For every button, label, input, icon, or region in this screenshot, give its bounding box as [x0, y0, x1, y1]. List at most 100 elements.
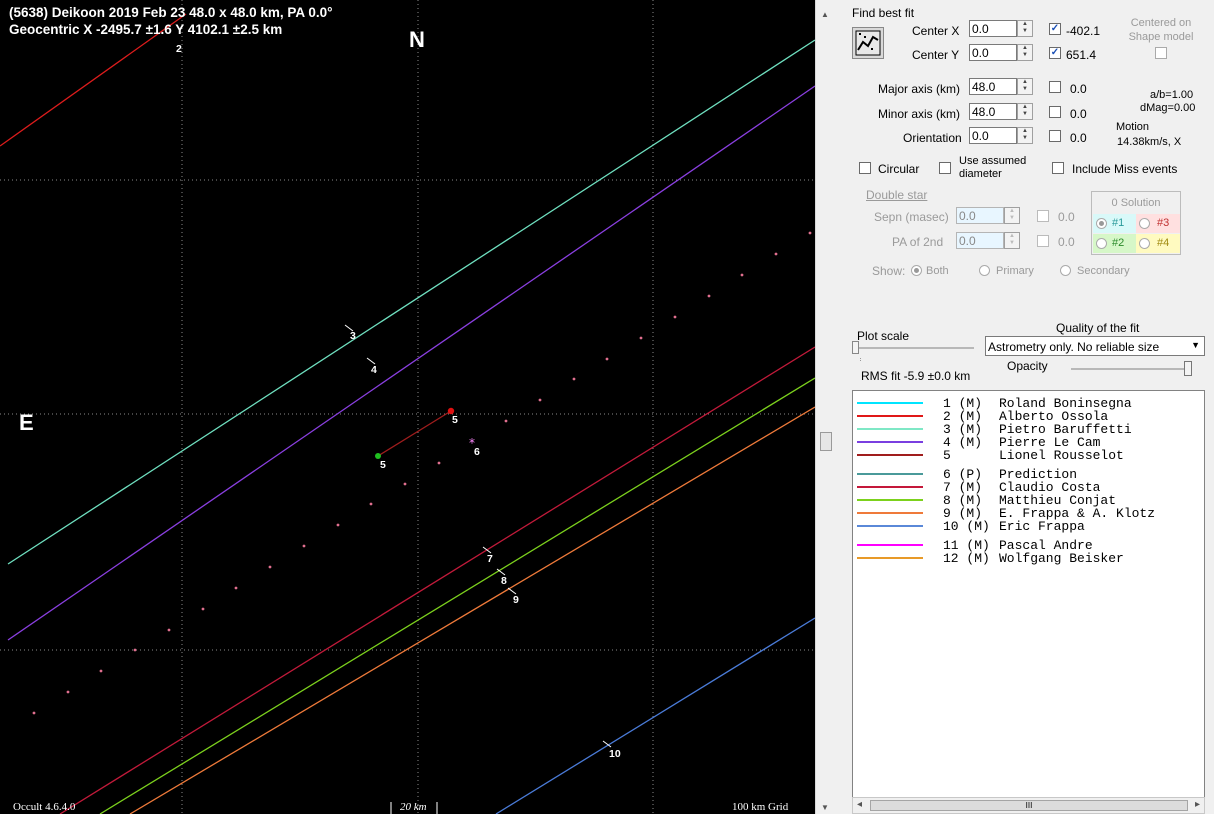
legend-color-swatch [857, 402, 923, 404]
center-x-stepper[interactable]: ▲ ▼ [1017, 20, 1033, 37]
include-miss-events-checkbox[interactable] [1052, 162, 1064, 174]
show-primary-radio[interactable] [979, 265, 990, 276]
legend-row[interactable]: 5 Lionel Rousselot [853, 448, 1204, 463]
observer-legend-list[interactable]: 1 (M) Roland Boninsegna 2 (M) Alberto Ossol… [852, 390, 1205, 798]
chord-5[interactable] [377, 410, 452, 457]
legend-row[interactable]: 2 (M) Alberto Ossola [853, 409, 1204, 424]
center-y-checkbox[interactable]: ✓ [1049, 47, 1061, 59]
plot-scale-slider-thumb[interactable] [852, 341, 859, 354]
pa2-stepper[interactable]: ▲ ▼ [1004, 232, 1020, 249]
chord-2[interactable] [0, 13, 187, 147]
circular-checkbox[interactable] [859, 162, 871, 174]
legend-row[interactable]: 8 (M) Matthieu Conjat [853, 493, 1204, 508]
chord-5-end-marker[interactable] [447, 407, 455, 415]
minor-axis-input[interactable]: 48.0 [969, 103, 1017, 120]
chevron-down-icon[interactable]: ▼ [1191, 340, 1200, 350]
legend-row[interactable]: 4 (M) Pierre Le Cam [853, 435, 1204, 450]
major-axis-stepper[interactable]: ▲ ▼ [1017, 78, 1033, 95]
legend-row[interactable]: 12 (M) Wolfgang Beisker [853, 551, 1204, 566]
legend-row[interactable]: 7 (M) Claudio Costa [853, 480, 1204, 495]
centered-on-shape-checkbox[interactable] [1155, 47, 1167, 59]
opacity-slider-track[interactable] [1071, 368, 1189, 370]
chord-5-start-marker[interactable] [375, 453, 381, 459]
scrollbar-thumb[interactable] [820, 432, 832, 451]
occultation-plot[interactable]: * [0, 0, 815, 814]
major-axis-input[interactable]: 48.0 [969, 78, 1017, 95]
plot-vertical-scrollbar[interactable]: ▲ ▼ [815, 0, 836, 814]
legend-color-swatch [857, 557, 923, 559]
minor-axis-checkbox[interactable] [1049, 106, 1061, 118]
prediction-dot [99, 669, 103, 673]
solution-1-radio[interactable] [1096, 218, 1107, 229]
prediction-dot [504, 419, 508, 423]
prediction-dot [268, 565, 272, 569]
chord-7[interactable] [59, 346, 815, 814]
minor-axis-fit-value: 0.0 [1070, 107, 1087, 121]
scroll-down-icon[interactable]: ▼ [821, 803, 829, 812]
include-miss-events-label: Include Miss events [1072, 162, 1178, 176]
show-both-radio[interactable] [911, 265, 922, 276]
legend-row[interactable]: 6 (P) Prediction [853, 467, 1204, 482]
legend-scrollbar-thumb[interactable]: III [870, 800, 1188, 811]
minor-axis-stepper[interactable]: ▲ ▼ [1017, 103, 1033, 120]
solution-2-radio[interactable] [1096, 238, 1107, 249]
center-y-stepper[interactable]: ▲ ▼ [1017, 44, 1033, 61]
plot-scale-label: Plot scale [857, 329, 910, 343]
solution-3-radio[interactable] [1139, 218, 1150, 229]
pa2-fit-value: 0.0 [1058, 235, 1075, 249]
solution-1-option[interactable]: #1 [1093, 214, 1136, 233]
legend-color-swatch [857, 525, 923, 527]
orientation-label: Orientation [903, 131, 962, 145]
show-both-label: Both [926, 265, 949, 277]
legend-row[interactable]: 3 (M) Pietro Baruffetti [853, 422, 1204, 437]
legend-observer-id: 6 (P) [943, 467, 983, 482]
chord-8[interactable] [99, 377, 815, 814]
solution-4-option[interactable]: #4 [1136, 234, 1180, 253]
center-x-checkbox[interactable]: ✓ [1049, 23, 1061, 35]
chord-label: 7 [487, 553, 493, 565]
scroll-left-icon[interactable]: ◂ [857, 799, 863, 810]
chord-9[interactable] [129, 406, 815, 814]
major-axis-checkbox[interactable] [1049, 81, 1061, 93]
pa2-input[interactable]: 0.0 [956, 232, 1004, 249]
scroll-right-icon[interactable]: ▸ [1194, 799, 1200, 810]
center-y-input[interactable]: 0.0 [969, 44, 1017, 61]
orientation-checkbox[interactable] [1049, 130, 1061, 142]
find-best-fit-button[interactable] [852, 27, 884, 59]
chord-10[interactable] [495, 617, 815, 814]
center-y-fit-value: 651.4 [1066, 48, 1097, 62]
chord-label: 5 [452, 414, 458, 426]
legend-observer-id: 3 (M) [943, 422, 983, 437]
show-secondary-radio[interactable] [1060, 265, 1071, 276]
legend-row[interactable]: 10 (M) Eric Frappa [853, 519, 1204, 534]
prediction-dot [572, 377, 576, 381]
legend-row[interactable]: 9 (M) E. Frappa & A. Klotz [853, 506, 1204, 521]
solution-3-option[interactable]: #3 [1136, 214, 1180, 233]
solution-4-radio[interactable] [1139, 238, 1150, 249]
orientation-input[interactable]: 0.0 [969, 127, 1017, 144]
scroll-up-icon[interactable]: ▲ [821, 10, 829, 19]
chord-3[interactable] [7, 39, 815, 565]
prediction-dot [403, 482, 407, 486]
plot-scale-slider-track[interactable] [854, 347, 974, 349]
chord-tick [496, 568, 506, 576]
chord-label: 10 [609, 748, 621, 760]
pa2-checkbox[interactable] [1037, 235, 1049, 247]
sepn-input[interactable]: 0.0 [956, 207, 1004, 224]
opacity-slider-thumb[interactable] [1184, 361, 1192, 376]
center-x-input[interactable]: 0.0 [969, 20, 1017, 37]
grid-label: 100 km Grid [732, 801, 789, 813]
legend-row[interactable]: 1 (M) Roland Boninsegna [853, 396, 1204, 411]
chord-4[interactable] [7, 85, 815, 641]
chord-label: 5 [380, 459, 386, 471]
legend-row[interactable]: 11 (M) Pascal Andre [853, 538, 1204, 553]
solution-1-label: #1 [1112, 217, 1125, 229]
solution-2-option[interactable]: #2 [1093, 234, 1136, 253]
use-assumed-diameter-checkbox[interactable] [939, 162, 951, 174]
legend-color-swatch [857, 428, 923, 430]
quality-dropdown[interactable]: Astrometry only. No reliable size ▼ [985, 336, 1205, 356]
legend-horizontal-scrollbar[interactable]: ◂ III ▸ [852, 797, 1205, 814]
sepn-checkbox[interactable] [1037, 210, 1049, 222]
orientation-stepper[interactable]: ▲ ▼ [1017, 127, 1033, 144]
sepn-stepper[interactable]: ▲ ▼ [1004, 207, 1020, 224]
